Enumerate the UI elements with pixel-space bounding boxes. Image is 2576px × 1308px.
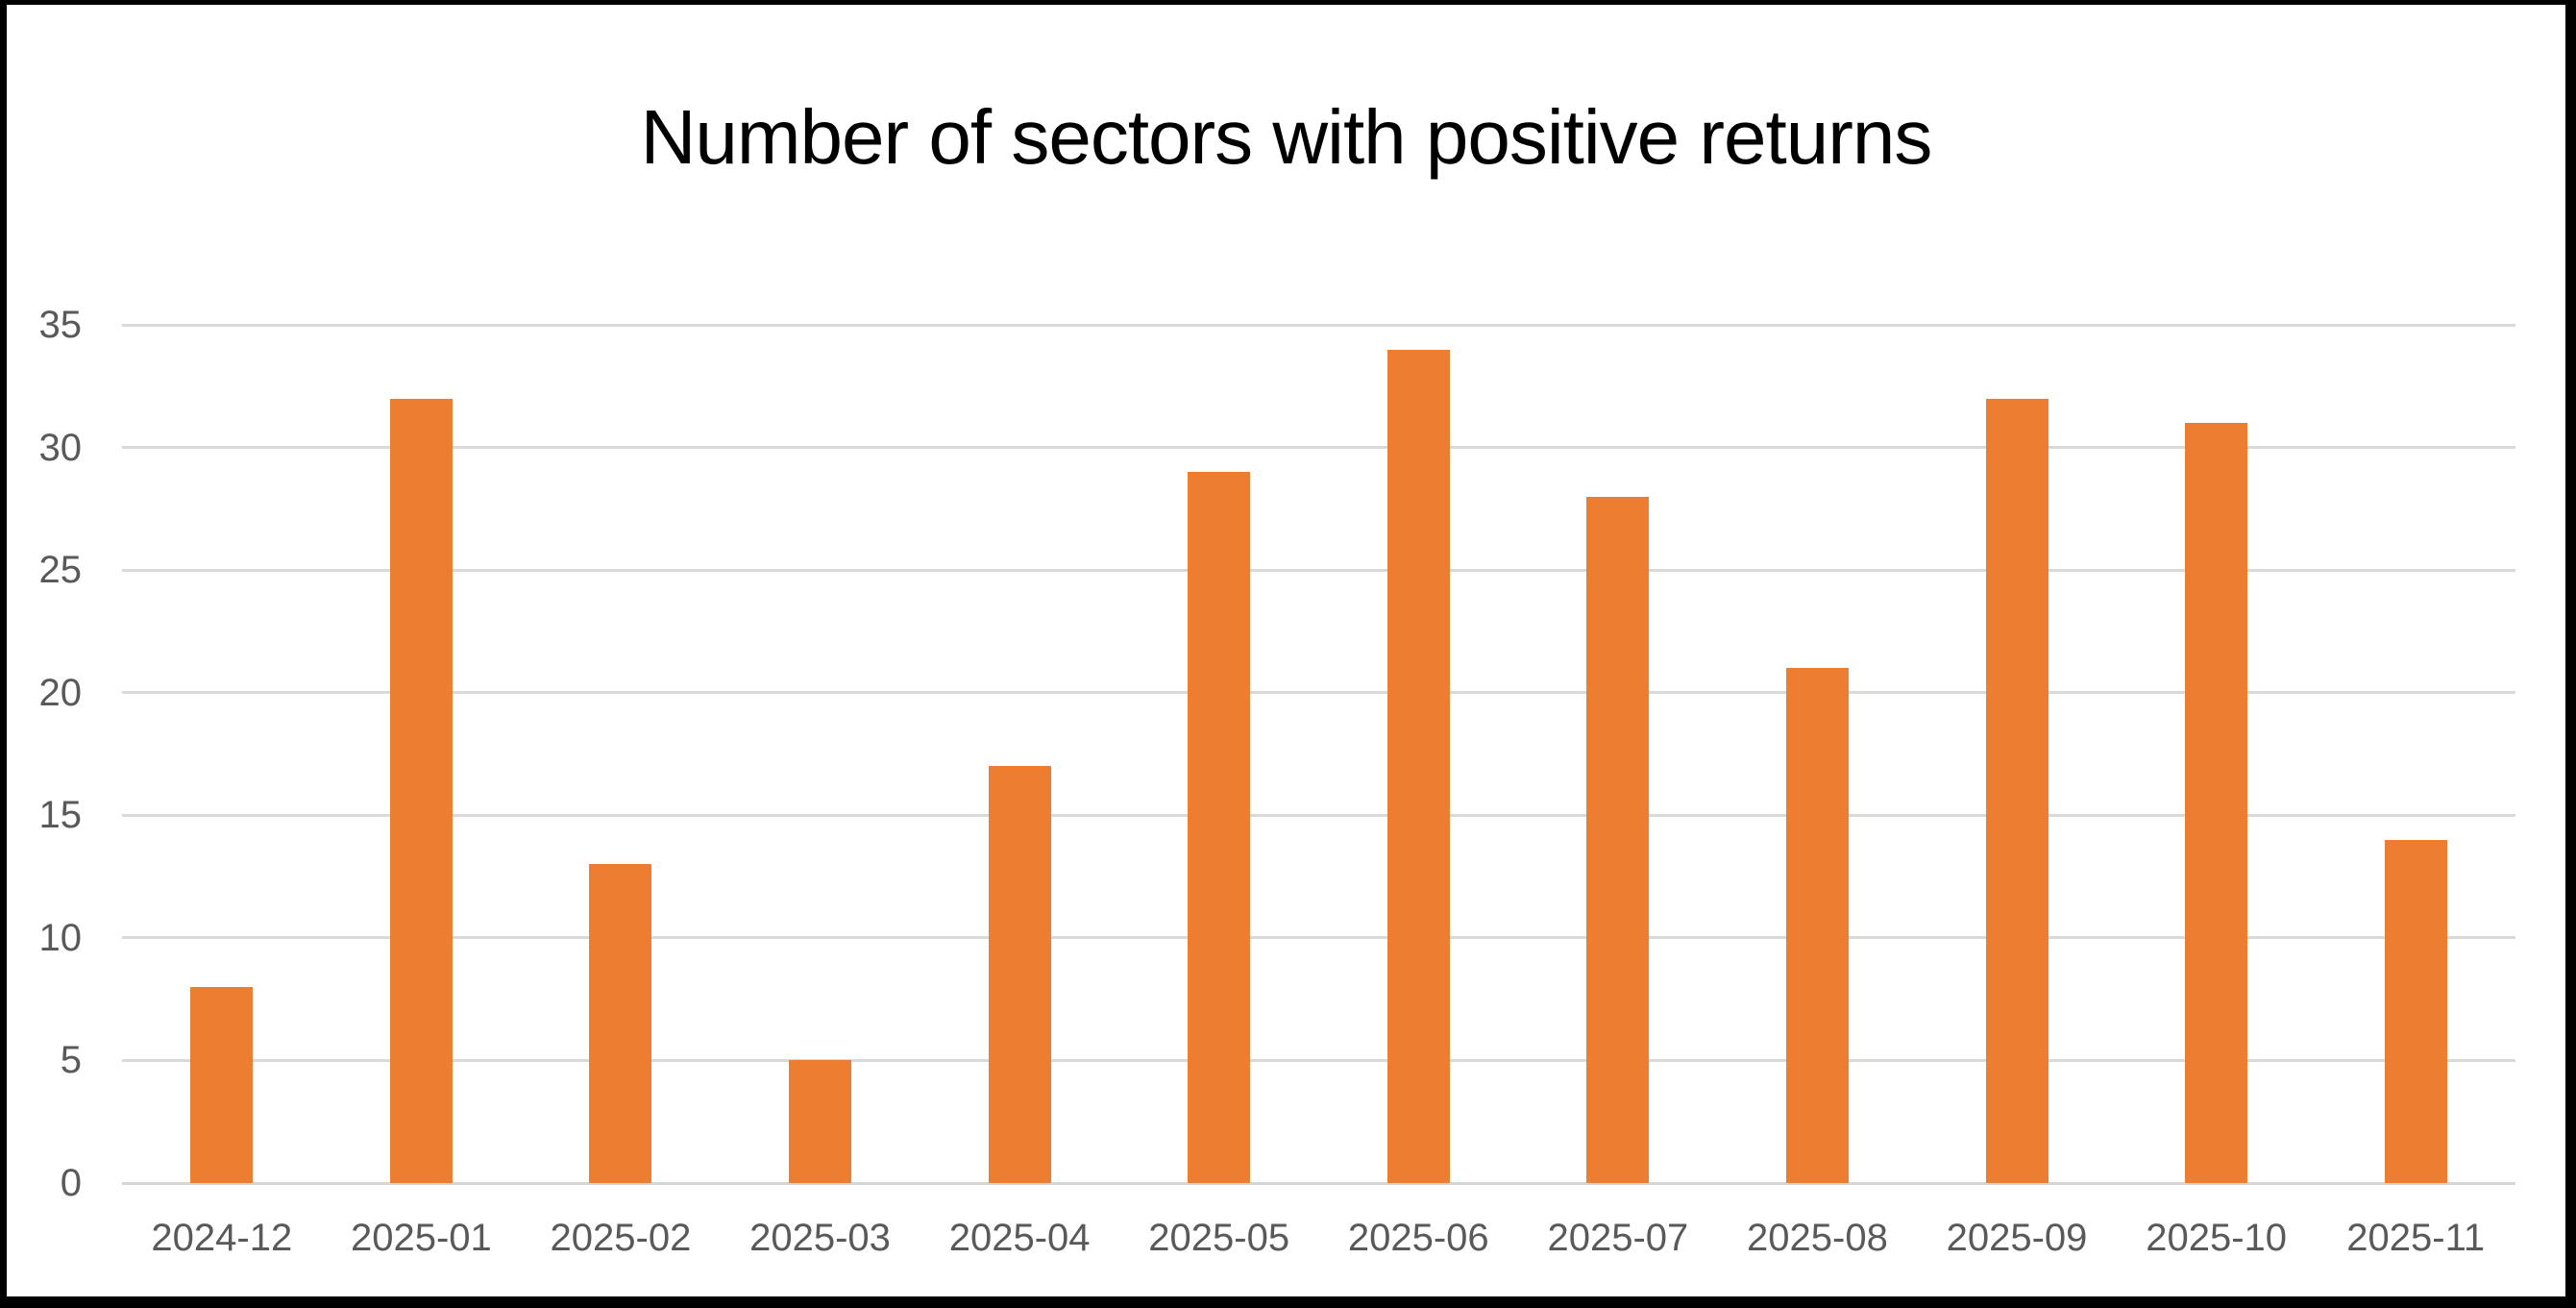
y-axis-tick-label: 15 [38, 794, 83, 837]
y-axis-tick-label: 25 [38, 549, 83, 592]
y-axis-tick-label: 35 [38, 304, 83, 346]
x-axis-tick-label: 2025-03 [749, 1217, 891, 1259]
y-axis-tick-label: 20 [38, 671, 83, 714]
bar-2025-03 [789, 1060, 852, 1183]
x-axis-tick-label: 2025-09 [1946, 1217, 2088, 1259]
x-axis-tick-label: 2025-07 [1547, 1217, 1689, 1259]
bar-2025-10 [2185, 423, 2248, 1183]
gridline [122, 446, 2515, 450]
y-axis-tick-label: 30 [38, 426, 83, 469]
gridline [122, 936, 2515, 940]
bar-2025-06 [1386, 349, 1450, 1183]
bar-2025-07 [1586, 496, 1650, 1183]
bar-2024-12 [190, 986, 254, 1183]
x-axis-tick-label: 2025-10 [2146, 1217, 2288, 1259]
bar-2025-09 [1985, 398, 2049, 1183]
gridline [122, 1058, 2515, 1062]
gridline [122, 568, 2515, 572]
x-axis-tick-label: 2025-11 [2346, 1217, 2486, 1259]
chart-title: Number of sectors with positive returns [640, 94, 1933, 180]
gridline [122, 323, 2515, 327]
gridline [122, 691, 2515, 695]
bar-2025-02 [589, 864, 652, 1183]
y-axis-tick-label: 5 [60, 1039, 82, 1082]
bar-2025-05 [1188, 472, 1251, 1183]
x-axis-tick-label: 2025-02 [550, 1217, 692, 1259]
x-axis-tick-label: 2025-04 [948, 1217, 1091, 1259]
bar-2025-01 [389, 398, 453, 1183]
x-axis-line [122, 1181, 2515, 1185]
x-axis-tick-label: 2025-05 [1148, 1217, 1290, 1259]
x-axis-tick-label: 2025-06 [1347, 1217, 1489, 1259]
bar-2025-08 [1785, 668, 1849, 1183]
plot-area: 0 5 10 15 20 25 30 35 2024-12 2025-01 2025-02 2025-… [39, 305, 2515, 1258]
y-axis-tick-label: 10 [38, 916, 83, 959]
gridline [122, 813, 2515, 817]
x-axis-tick-label: 2025-08 [1747, 1217, 1888, 1259]
bar-2025-04 [988, 766, 1051, 1183]
x-axis-tick-label: 2025-01 [350, 1217, 492, 1259]
bar-2025-11 [2384, 839, 2447, 1183]
x-axis-tick-label: 2024-12 [151, 1217, 293, 1259]
y-axis-tick-label: 0 [60, 1162, 82, 1204]
